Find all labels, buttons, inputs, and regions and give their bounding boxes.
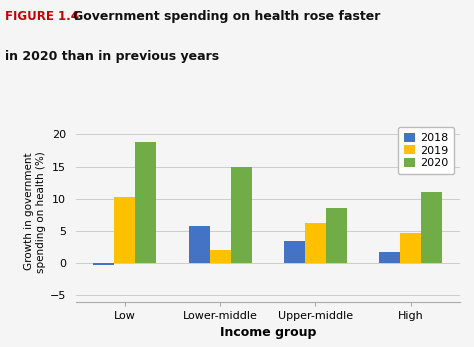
Bar <box>135 142 156 263</box>
Legend: 2018, 2019, 2020: 2018, 2019, 2020 <box>398 127 454 174</box>
Bar <box>210 250 231 263</box>
Text: in 2020 than in previous years: in 2020 than in previous years <box>5 50 219 63</box>
Bar <box>231 167 252 263</box>
Text: Government spending on health rose faster: Government spending on health rose faste… <box>73 10 381 23</box>
Bar <box>305 223 326 263</box>
Text: FIGURE 1.4: FIGURE 1.4 <box>5 10 91 23</box>
Bar <box>93 263 114 265</box>
Bar <box>326 209 347 263</box>
Y-axis label: Growth in government
spending on health (%): Growth in government spending on health … <box>24 151 46 272</box>
Bar <box>379 252 401 263</box>
Bar <box>114 197 135 263</box>
Bar <box>421 192 442 263</box>
Bar <box>284 241 305 263</box>
Bar <box>189 227 210 263</box>
X-axis label: Income group: Income group <box>219 327 316 339</box>
Bar <box>401 233 421 263</box>
